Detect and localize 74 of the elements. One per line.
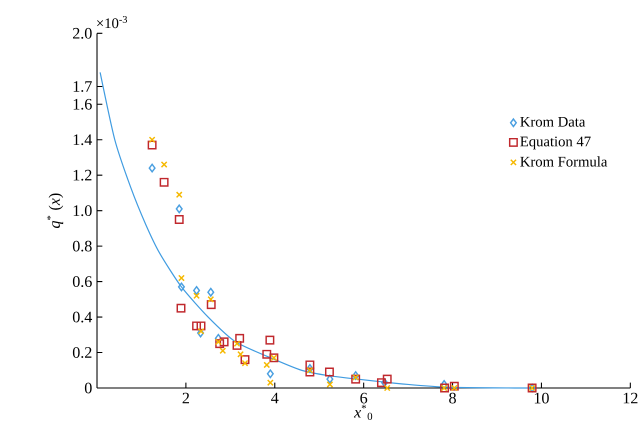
point (215, 339, 224, 348)
x-tick-label: 8 (449, 392, 456, 404)
y-tick-label: 1.4 (74, 134, 92, 146)
point (197, 328, 204, 338)
point (305, 360, 314, 370)
point (192, 321, 202, 330)
point (326, 374, 334, 384)
x-tick-label: 4 (271, 392, 279, 404)
point (160, 161, 168, 168)
x-tick-label: 12 (624, 392, 638, 404)
point (148, 140, 157, 150)
y-tick-label: 0.6 (72, 276, 92, 288)
y-tick-label: 1.6 (74, 98, 92, 110)
point (352, 374, 360, 381)
legend-label: Krom Formula (520, 156, 608, 167)
point (376, 378, 386, 388)
point (306, 366, 314, 374)
point (384, 384, 391, 392)
point (305, 368, 314, 376)
point (450, 384, 458, 392)
point (160, 178, 169, 187)
point (266, 369, 274, 378)
point (242, 360, 248, 367)
y-tick-label: 2.0 (73, 28, 92, 39)
text: ×10$^{-3}$ (97, 16, 128, 28)
point (234, 340, 240, 348)
point (148, 164, 156, 173)
point (206, 300, 216, 310)
point (196, 321, 206, 330)
legend-label: Krom Data (520, 116, 586, 127)
point (207, 288, 214, 297)
x-tick-label: 10 (534, 392, 549, 404)
y-axis-title: q$^{*}$ (x) (46, 193, 64, 228)
point (174, 215, 184, 224)
point (193, 292, 200, 300)
point (176, 204, 183, 214)
legend-label: Equation 47 (520, 136, 591, 150)
point (237, 350, 244, 358)
point (232, 340, 242, 350)
point (214, 334, 222, 343)
y-tick-label: 0.2 (72, 347, 92, 358)
point (352, 371, 360, 380)
point (263, 362, 270, 368)
point (240, 355, 250, 364)
x-tick-label: 2 (182, 392, 190, 404)
y-tick-label: 1.7 (74, 81, 92, 92)
x-tick-label: 6 (360, 392, 368, 404)
y-tick-label: 0.8 (72, 240, 92, 252)
point (219, 347, 226, 354)
point (235, 334, 244, 343)
y-tick-label: 0 (84, 382, 92, 394)
point (266, 379, 274, 386)
point (198, 328, 204, 335)
point (178, 282, 185, 292)
point (306, 364, 314, 373)
point (207, 296, 214, 303)
y-tick-label: 1.2 (74, 170, 92, 181)
point (351, 374, 360, 384)
point (176, 191, 183, 198)
point (326, 381, 334, 388)
point (148, 136, 156, 144)
point (324, 368, 334, 376)
point (450, 382, 459, 391)
point (220, 337, 229, 346)
point (176, 304, 186, 313)
y-tick-label: 0.4 (72, 312, 92, 322)
point (178, 274, 185, 282)
point (193, 286, 200, 295)
y-tick-label: 1.0 (74, 205, 92, 216)
point (265, 336, 274, 345)
point (262, 350, 272, 359)
point (382, 374, 392, 384)
x-axis-title: x$^{*}$0 (354, 404, 372, 420)
point (214, 338, 222, 346)
